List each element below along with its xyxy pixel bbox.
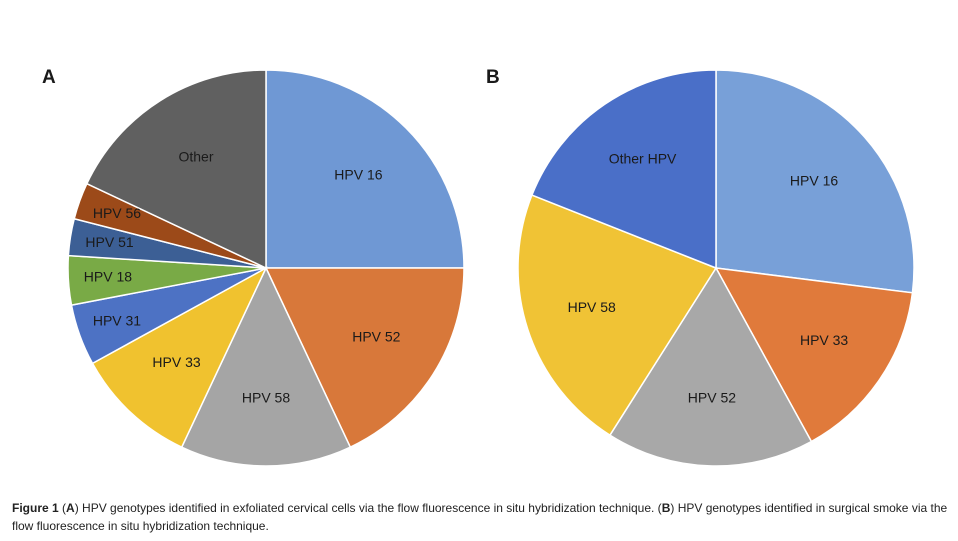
pie-slice <box>85 69 267 270</box>
slice-label: HPV 16 <box>334 166 382 182</box>
slice-label: Other <box>178 148 213 164</box>
caption-panel: A <box>66 501 75 515</box>
slice-label: HPV 51 <box>85 234 133 250</box>
pie-slice <box>714 267 914 443</box>
panel-label: A <box>42 67 56 88</box>
slice-label: HPV 52 <box>352 329 400 345</box>
pie-slice <box>517 194 718 437</box>
pie-slice <box>180 266 352 467</box>
pie-slice <box>715 69 915 294</box>
slice-label: HPV 58 <box>242 389 290 405</box>
pie-slice <box>91 266 268 449</box>
caption-panel: B <box>661 501 671 515</box>
charts: A B HPV 16 HPV 52 HPV 58 HPV 33 HPV 31 HPV 18… <box>42 67 915 467</box>
caption-text: ( <box>58 501 67 515</box>
panel-label: B <box>486 67 500 88</box>
caption: Figure 1 (A) HPV genotypes identified in… <box>12 499 952 535</box>
slice-label: HPV 18 <box>84 269 132 285</box>
pie-slice <box>608 266 813 467</box>
caption-text: ) HPV genotypes identified in surgical s… <box>12 501 948 533</box>
slice-label: HPV 52 <box>688 389 736 405</box>
pie-slice <box>265 69 465 269</box>
slice-label: HPV 58 <box>568 299 616 315</box>
slice-label: Other HPV <box>609 151 677 167</box>
slice-label: HPV 31 <box>93 312 141 328</box>
pie-slice <box>264 267 465 449</box>
slice-label: HPV 33 <box>800 332 848 348</box>
caption-label: Figure 1 <box>12 501 59 515</box>
slice-label: HPV 33 <box>152 354 200 370</box>
caption-text: ) HPV genotypes identified in exfoliated… <box>74 501 662 515</box>
pie-slice <box>530 69 717 270</box>
slice-label: HPV 16 <box>790 172 838 188</box>
slice-label: HPV 56 <box>93 205 141 221</box>
